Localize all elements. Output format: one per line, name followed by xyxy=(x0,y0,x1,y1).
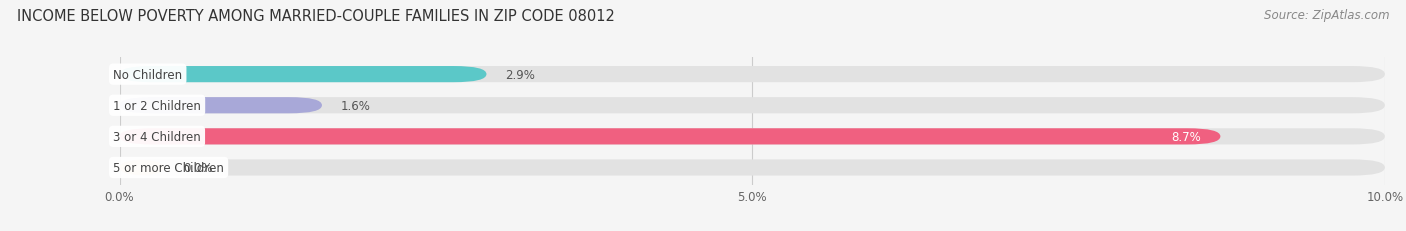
FancyBboxPatch shape xyxy=(120,129,1220,145)
Text: 1.6%: 1.6% xyxy=(342,99,371,112)
Text: 1 or 2 Children: 1 or 2 Children xyxy=(112,99,201,112)
FancyBboxPatch shape xyxy=(120,67,486,83)
Text: 5 or more Children: 5 or more Children xyxy=(112,161,224,174)
FancyBboxPatch shape xyxy=(120,160,163,176)
Text: 2.9%: 2.9% xyxy=(506,68,536,81)
FancyBboxPatch shape xyxy=(120,67,1385,83)
Text: INCOME BELOW POVERTY AMONG MARRIED-COUPLE FAMILIES IN ZIP CODE 08012: INCOME BELOW POVERTY AMONG MARRIED-COUPL… xyxy=(17,9,614,24)
Text: No Children: No Children xyxy=(112,68,183,81)
FancyBboxPatch shape xyxy=(120,129,1385,145)
Text: 3 or 4 Children: 3 or 4 Children xyxy=(112,130,201,143)
FancyBboxPatch shape xyxy=(120,98,322,114)
Text: Source: ZipAtlas.com: Source: ZipAtlas.com xyxy=(1264,9,1389,22)
FancyBboxPatch shape xyxy=(120,98,1385,114)
FancyBboxPatch shape xyxy=(120,160,1385,176)
Text: 8.7%: 8.7% xyxy=(1171,130,1202,143)
Text: 0.0%: 0.0% xyxy=(183,161,212,174)
